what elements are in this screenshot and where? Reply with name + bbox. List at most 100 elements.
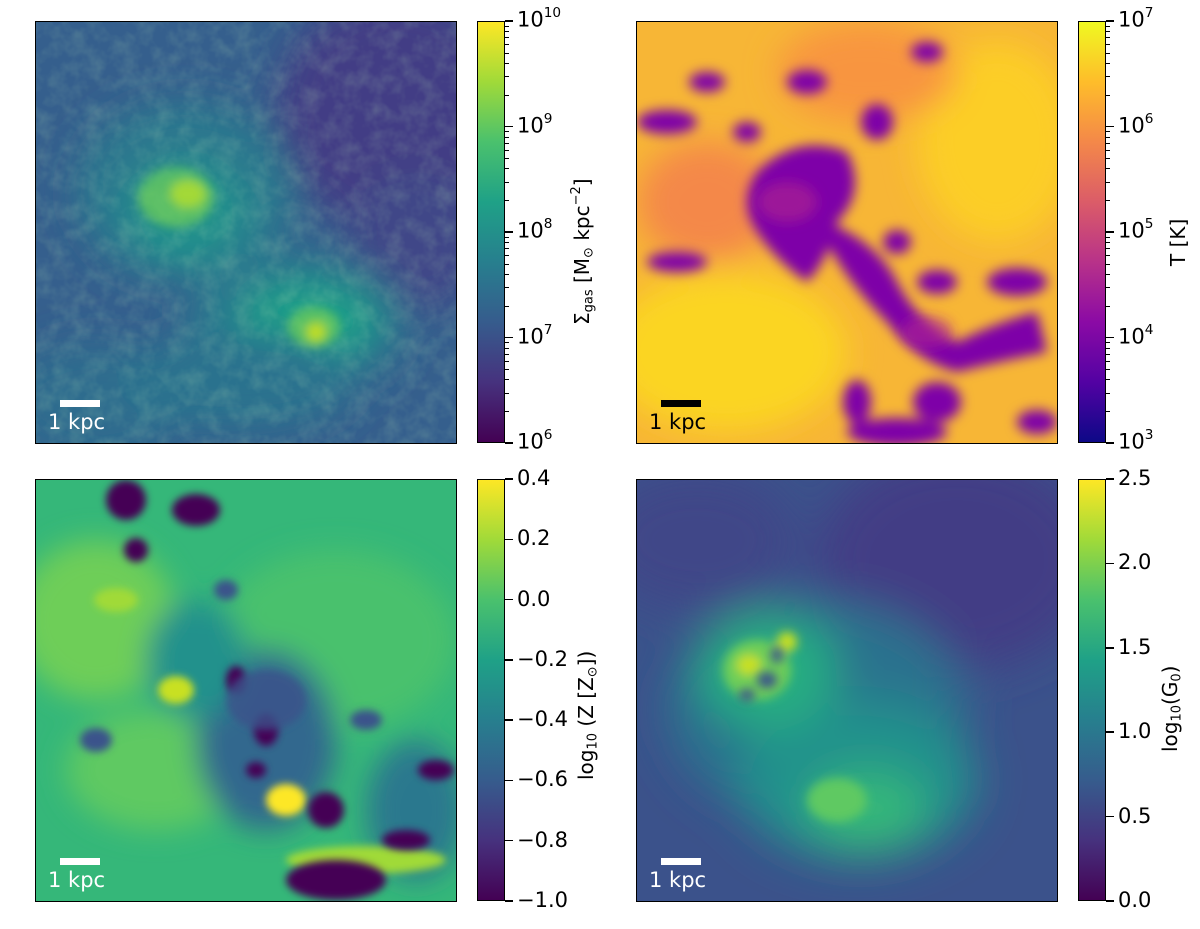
colorbar-minor-tick [505,62,509,64]
temperature-colorbar-label: T [K] [1166,218,1190,266]
colorbar-minor-tick [1106,392,1110,394]
temperature-map: 1 kpc [636,21,1058,444]
colorbar-tick [1106,231,1114,233]
colorbar-minor-tick [1106,369,1110,371]
colorbar-minor-tick [505,305,509,307]
colorbar-minor-tick [1106,62,1110,64]
colorbar-tick [1106,900,1114,902]
scale-bar [60,858,100,865]
surface-density-colorbar-label: Σgas [M⊙ kpc−2] [569,178,597,325]
colorbar-minor-tick [1106,44,1110,46]
colorbar-minor-tick [1106,131,1110,133]
gas-surface-density-map: 1 kpc [35,21,457,444]
colorbar-minor-tick [1106,200,1110,202]
colorbar-minor-tick [505,25,509,27]
colorbar-minor-tick [505,76,509,78]
colorbar-minor-tick [1106,76,1110,78]
colorbar-minor-tick [1106,236,1110,238]
colorbar-tick-label: −0.4 [517,707,568,732]
colorbar-tick-label: 105 [1118,216,1154,243]
colorbar-tick-label: 2.0 [1118,550,1152,575]
colorbar-tick [1106,647,1114,649]
colorbar-minor-tick [1106,25,1110,27]
colorbar-tick [505,900,513,902]
colorbar-minor-tick [1106,379,1110,381]
colorbar-minor-tick [1106,31,1110,33]
colorbar-minor-tick [505,347,509,349]
colorbar-minor-tick [505,248,509,250]
colorbar-minor-tick [1106,136,1110,138]
colorbar-minor-tick [1106,242,1110,244]
colorbar-tick [1106,815,1114,818]
colorbar-tick [1106,336,1114,339]
colorbar-minor-tick [505,168,509,170]
colorbar-tick-label: 0.2 [517,526,551,551]
radiation-field-colorbar-label: log10(G0) [1158,665,1185,752]
colorbar-tick-label: −0.2 [517,646,568,671]
colorbar-minor-tick [1106,305,1110,307]
colorbar-tick-label: −0.6 [517,767,568,792]
colorbar-tick-label: 104 [1118,321,1154,349]
colorbar-tick [1106,125,1114,128]
colorbar-minor-tick [505,411,509,413]
colorbar-tick [1106,442,1114,444]
colorbar-tick-label: 106 [517,427,553,454]
colorbar-tick-label: 2.5 [1118,466,1152,490]
colorbar-tick [1106,20,1114,22]
colorbar-minor-tick [505,353,509,355]
metallicity-colorbar [477,479,505,901]
colorbar-tick [1106,562,1114,565]
colorbar-minor-tick [1106,168,1110,170]
colorbar-tick-label: 0.4 [517,466,551,490]
colorbar-tick [505,231,513,233]
radiation-field-map: 1 kpc [636,479,1058,902]
colorbar-tick-label: −1.0 [517,888,568,912]
colorbar-tick-label: 0.0 [517,586,551,611]
colorbar-minor-tick [505,149,509,151]
scale-bar [60,400,100,407]
colorbar-tick [505,336,513,339]
colorbar-minor-tick [505,263,509,265]
colorbar-minor-tick [505,360,509,362]
colorbar-minor-tick [505,31,509,33]
colorbar-minor-tick [1106,263,1110,265]
scale-bar-label: 1 kpc [649,868,706,892]
scale-bar [661,858,701,865]
colorbar-minor-tick [505,52,509,54]
colorbar-minor-tick [1106,411,1110,413]
surface-density-colorbar [477,21,505,443]
radiation-field-colorbar [1078,479,1106,901]
colorbar-tick-label: 107 [517,321,553,349]
temperature-colorbar [1078,21,1106,443]
colorbar-minor-tick [1106,360,1110,362]
colorbar-tick-label: 1.5 [1118,634,1152,659]
colorbar-minor-tick [505,136,509,138]
colorbar-minor-tick [505,37,509,39]
colorbar-minor-tick [1106,94,1110,96]
colorbar-minor-tick [505,287,509,289]
colorbar-tick [505,442,513,444]
colorbar-tick [505,779,513,782]
metallicity-colorbar-label: log10 (Z [Z⊙]) [574,650,601,780]
colorbar-minor-tick [1106,37,1110,39]
colorbar-minor-tick [1106,287,1110,289]
colorbar-tick-label: 1.0 [1118,719,1152,744]
scale-bar-label: 1 kpc [48,868,105,892]
colorbar-minor-tick [505,44,509,46]
colorbar-tick-label: 106 [1118,110,1154,138]
colorbar-tick-label: 0.5 [1118,803,1152,828]
colorbar-tick-label: 103 [1118,427,1154,454]
colorbar-minor-tick [1106,353,1110,355]
colorbar-tick [1106,478,1114,480]
colorbar-minor-tick [505,94,509,96]
colorbar-minor-tick [505,236,509,238]
colorbar-tick [505,538,513,541]
colorbar-tick-label: 109 [517,110,553,138]
scale-bar-label: 1 kpc [48,410,105,434]
colorbar-tick [505,719,513,721]
colorbar-minor-tick [1106,142,1110,144]
colorbar-minor-tick [1106,149,1110,151]
colorbar-tick-label: 0.0 [1118,888,1152,912]
colorbar-tick [505,598,513,601]
colorbar-minor-tick [1106,181,1110,183]
